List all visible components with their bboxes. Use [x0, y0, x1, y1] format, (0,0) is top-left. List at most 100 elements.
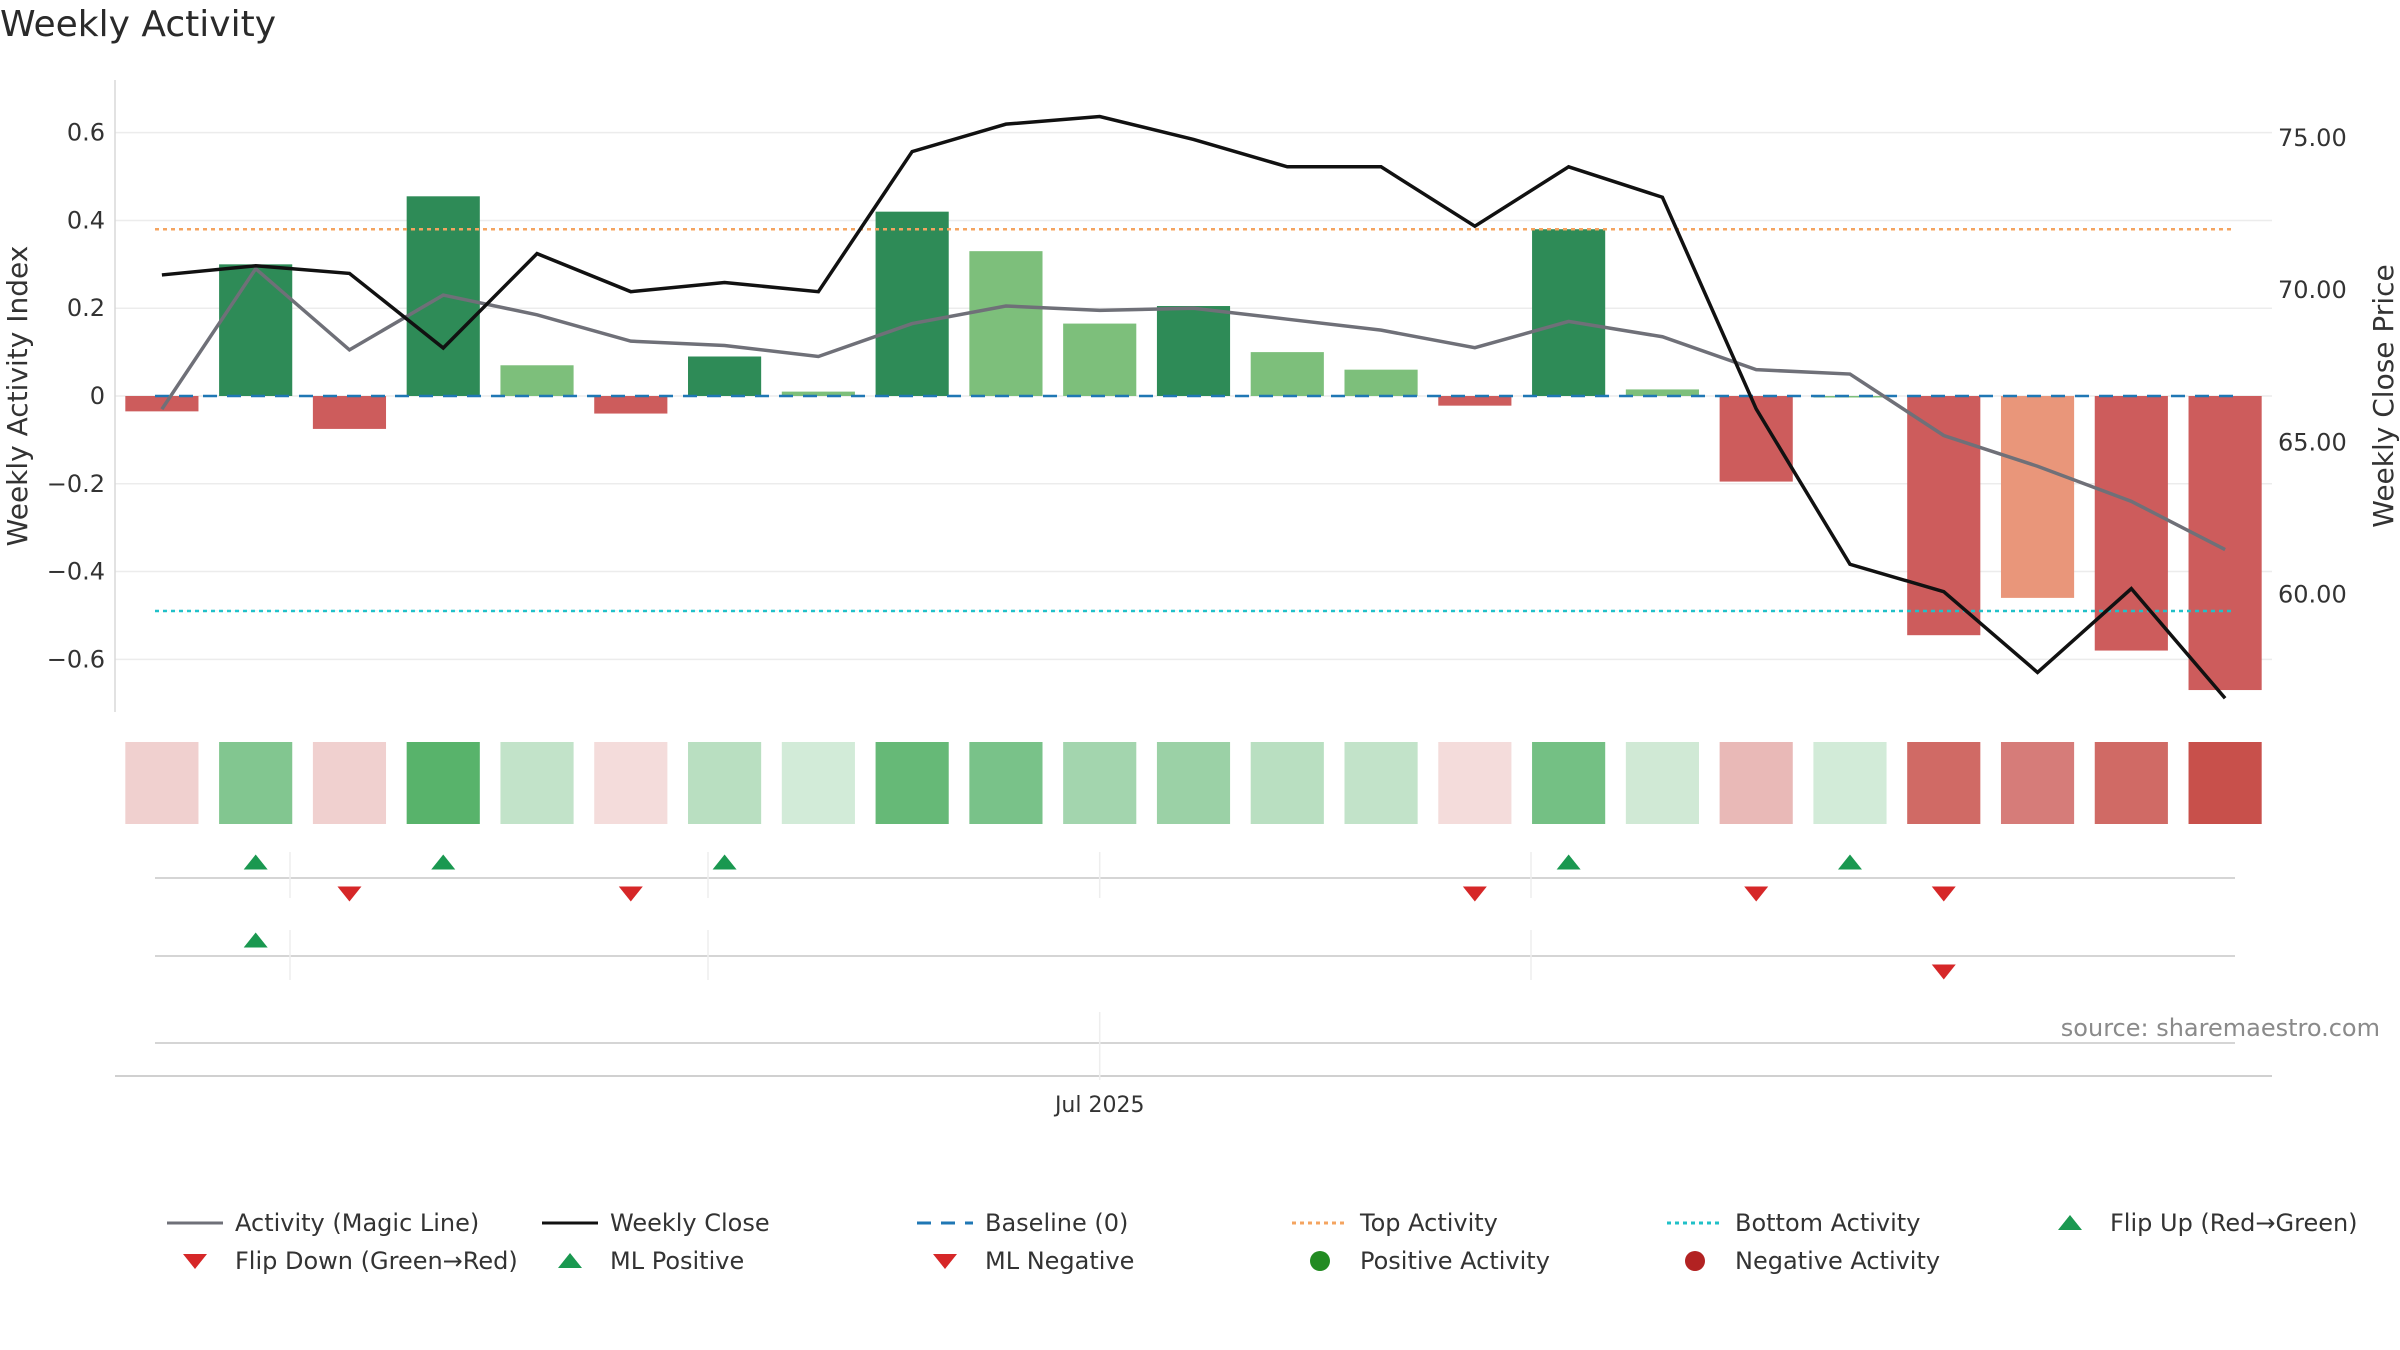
heat-cell	[969, 742, 1043, 824]
activity-bar	[969, 251, 1043, 396]
legend-label: Weekly Close	[610, 1209, 770, 1237]
activity-bar	[1532, 229, 1606, 396]
activity-bar	[688, 356, 762, 396]
activity-bar	[1063, 323, 1137, 396]
circle-icon	[1685, 1251, 1705, 1271]
flip-down-marker	[1462, 886, 1487, 902]
dashed-line-icon	[917, 1221, 973, 1225]
activity-bar	[1907, 396, 1981, 636]
legend-item: Bottom Activity	[1665, 1205, 1920, 1241]
triangle-up-icon	[2058, 1215, 2082, 1230]
left-tick-label: 0.6	[67, 119, 105, 147]
legend-item: Activity (Magic Line)	[165, 1205, 479, 1241]
heat-cell	[2188, 742, 2262, 824]
activity-bar	[312, 396, 387, 429]
right-axis-title: Weekly Close Price	[2367, 264, 2400, 527]
line-icon	[167, 1221, 223, 1225]
legend-label: Flip Down (Green→Red)	[235, 1247, 518, 1275]
heat-cell	[125, 742, 199, 824]
flip-up-marker	[712, 854, 737, 870]
legend-label: Activity (Magic Line)	[235, 1209, 480, 1237]
triangle-up-icon	[558, 1253, 582, 1268]
heat-cell	[1063, 742, 1137, 824]
heat-cell	[500, 742, 574, 824]
heat-cell	[781, 742, 855, 824]
legend-label: ML Negative	[985, 1247, 1135, 1275]
left-tick-label: −0.6	[47, 645, 105, 673]
activity-bar	[219, 264, 293, 396]
legend-label: Positive Activity	[1360, 1247, 1550, 1275]
activity-bar	[1438, 396, 1512, 406]
heat-cell	[1532, 742, 1606, 824]
legend-label: ML Positive	[610, 1247, 745, 1275]
legend-item: Top Activity	[1290, 1205, 1498, 1241]
activity-bar	[2188, 396, 2262, 691]
legend-label: Bottom Activity	[1735, 1209, 1921, 1237]
activity-bar	[2000, 396, 2075, 598]
chart-title: Weekly Activity	[0, 4, 277, 45]
heat-cell	[688, 742, 762, 824]
heat-cell	[312, 742, 387, 824]
magic-line-series	[160, 266, 2226, 552]
legend-item: Positive Activity	[1290, 1243, 1550, 1279]
triangle-down-icon	[183, 1254, 207, 1269]
legend-label: Negative Activity	[1735, 1247, 1941, 1275]
heat-cell	[1813, 742, 1887, 824]
legend-label: Baseline (0)	[985, 1209, 1129, 1237]
legend-item: Negative Activity	[1665, 1243, 1940, 1279]
activity-bar	[594, 396, 668, 414]
heat-cell	[2094, 742, 2168, 824]
right-tick-label: 65.00	[2278, 428, 2347, 456]
heat-cell	[219, 742, 293, 824]
circle-icon	[1310, 1251, 1330, 1271]
weekly-close-series	[161, 114, 2227, 700]
activity-bar	[1156, 306, 1231, 396]
heat-cell	[1438, 742, 1512, 824]
flip-up-marker	[431, 854, 456, 870]
left-tick-label: −0.2	[47, 470, 105, 498]
activity-bar	[1250, 352, 1324, 396]
dotted-line-icon	[1667, 1221, 1723, 1225]
activity-bar	[125, 396, 199, 412]
activity-bar	[1813, 396, 1887, 398]
activity-bar	[781, 391, 855, 396]
right-tick-label: 75.00	[2278, 124, 2347, 152]
flip-up-marker	[243, 932, 268, 948]
heat-cell	[1156, 742, 1231, 824]
activity-bar	[1625, 389, 1699, 396]
legend-label: Top Activity	[1360, 1209, 1498, 1237]
flip-down-marker	[1931, 886, 1956, 902]
heat-cell	[406, 742, 480, 824]
legend-item: Flip Down (Green→Red)	[165, 1243, 518, 1279]
flip-down-marker	[618, 886, 643, 902]
heat-cell	[1719, 742, 1793, 824]
heat-cell	[1907, 742, 1981, 824]
left-tick-label: −0.4	[47, 558, 105, 586]
x-tick-label: Jul 2025	[1053, 1093, 1145, 1118]
flip-down-marker	[1744, 886, 1769, 902]
flip-up-marker	[243, 854, 268, 870]
heat-cell	[875, 742, 949, 824]
left-tick-label: 0.4	[67, 206, 105, 234]
right-tick-label: 70.00	[2278, 276, 2347, 304]
left-axis-title: Weekly Activity Index	[1, 246, 34, 547]
dotted-line-icon	[1292, 1221, 1348, 1225]
flip-down-marker	[1931, 964, 1956, 980]
heat-cell	[594, 742, 668, 824]
heat-cell	[1250, 742, 1324, 824]
right-tick-label: 60.00	[2278, 581, 2347, 609]
chart-legend: Activity (Magic Line) Weekly Close Baselin…	[160, 1205, 2380, 1285]
legend-item: ML Positive	[540, 1243, 744, 1279]
legend-item: Weekly Close	[540, 1205, 770, 1241]
heat-cell	[1625, 742, 1699, 824]
activity-bar	[1344, 369, 1418, 396]
legend-item: Flip Up (Red→Green)	[2040, 1205, 2358, 1241]
triangle-down-icon	[933, 1254, 957, 1269]
heat-cell	[2000, 742, 2075, 824]
line-icon	[542, 1221, 598, 1225]
legend-item: ML Negative	[915, 1243, 1134, 1279]
legend-label: Flip Up (Red→Green)	[2110, 1209, 2358, 1237]
flip-down-marker	[337, 886, 362, 902]
heat-cell	[1344, 742, 1418, 824]
